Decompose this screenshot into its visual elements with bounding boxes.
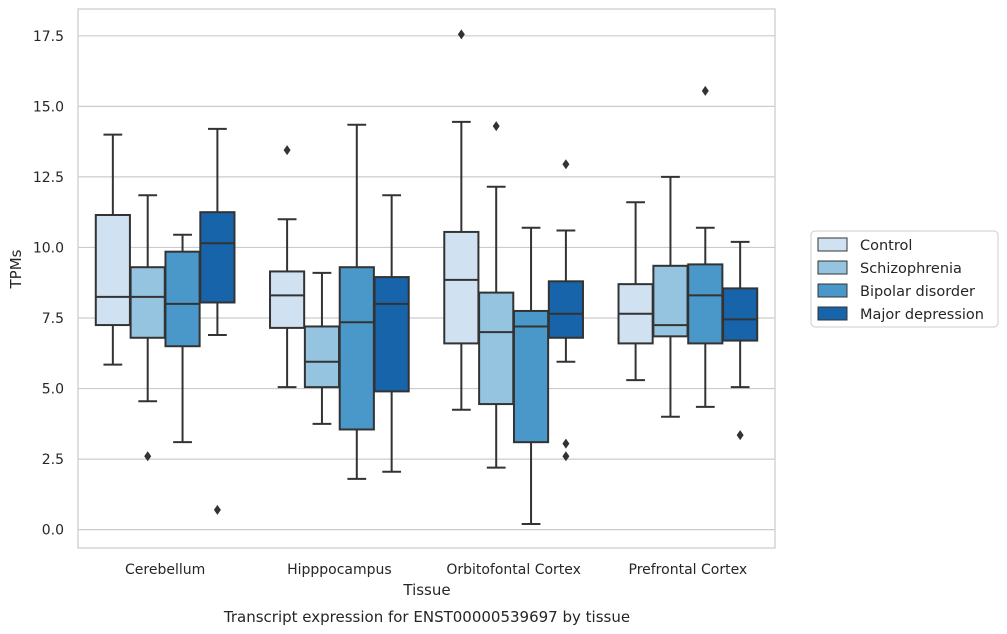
outlier-point [562, 438, 570, 449]
outlier-point [562, 159, 570, 170]
legend-swatch [817, 237, 848, 252]
box-group [443, 29, 480, 411]
box-group [199, 127, 236, 515]
box [269, 270, 306, 329]
series-major-depression [199, 127, 759, 515]
box-group [617, 201, 654, 382]
y-tick-label: 2.5 [42, 452, 64, 468]
legend-frame [810, 230, 999, 328]
legend-label: Major depression [860, 307, 984, 323]
outlier-point [283, 145, 291, 156]
box-group [547, 159, 584, 462]
box [512, 309, 550, 444]
series-bipolar-disorder [164, 85, 724, 526]
box-group [373, 194, 410, 473]
y-tick-label: 17.5 [33, 29, 64, 45]
box [547, 280, 584, 339]
y-tick-label: 7.5 [42, 311, 64, 327]
outlier-point [492, 121, 500, 132]
y-tick-label: 5.0 [42, 382, 64, 398]
box [687, 263, 724, 345]
legend-label: Schizophrenia [860, 261, 962, 277]
box-group [303, 271, 341, 425]
outlier-point [736, 430, 744, 441]
box-group [478, 121, 515, 469]
box [338, 266, 375, 431]
box-group [687, 85, 724, 408]
box [94, 214, 131, 327]
outlier-point [457, 29, 465, 40]
y-tick-label: 0.0 [42, 523, 64, 539]
legend-label: Bipolar disorder [860, 284, 975, 300]
outlier-point [213, 504, 221, 515]
x-tick-labels: Cerebellum Hipppocampus Orbitofontal Corte… [125, 562, 747, 578]
y-tick-label: 15.0 [33, 99, 64, 115]
x-tick-label: Hipppocampus [287, 562, 392, 578]
x-tick-label: Orbitofontal Cortex [446, 562, 581, 578]
y-tick-label: 10.0 [33, 240, 64, 256]
x-tick-label: Prefrontal Cortex [629, 562, 748, 578]
legend-swatch [817, 306, 848, 321]
box [443, 230, 480, 345]
series-control [94, 29, 654, 411]
box-group [722, 240, 759, 441]
x-axis-label: Tissue [402, 581, 450, 599]
legend-swatch [817, 283, 848, 298]
y-tick-label: 12.5 [33, 170, 64, 186]
legend-label: Control [860, 238, 912, 254]
x-tick-label: Cerebellum [125, 562, 205, 578]
box-group [269, 145, 306, 389]
outlier-point [562, 451, 570, 462]
y-axis-label: TPMs [7, 249, 25, 289]
box-group [652, 175, 689, 418]
box-group [164, 233, 201, 444]
box-group [338, 123, 375, 480]
legend: Control Schizophrenia Bipolar disorder Majo… [810, 230, 999, 328]
outlier-point [701, 85, 709, 96]
outlier-point [144, 451, 152, 462]
legend-swatch [817, 260, 848, 275]
box [303, 325, 341, 389]
chart-caption: Transcript expression for ENST0000053969… [223, 608, 630, 626]
box [478, 291, 515, 406]
box-group [94, 133, 131, 366]
box [199, 211, 236, 304]
box-group [512, 226, 550, 526]
plot-frame [77, 8, 776, 549]
box [164, 250, 201, 348]
box [373, 276, 410, 393]
box-group [129, 194, 166, 462]
box [129, 266, 166, 339]
box-series [94, 29, 759, 526]
y-tick-labels: 0.0 2.5 5.0 7.5 10.0 12.5 15.0 17.5 [33, 29, 64, 539]
box [722, 287, 759, 342]
series-schizophrenia [129, 121, 689, 469]
